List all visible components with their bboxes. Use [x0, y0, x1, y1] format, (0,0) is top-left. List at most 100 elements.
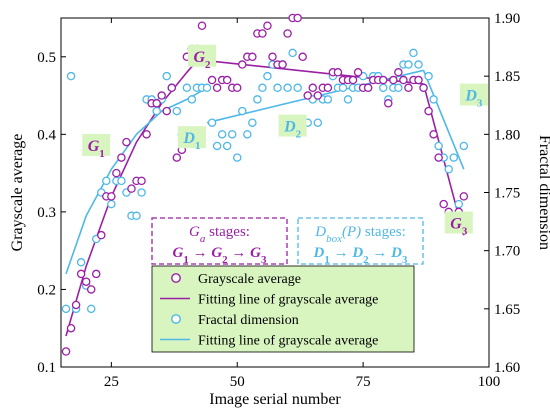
- y-right-tick-label: 1.70: [494, 244, 520, 260]
- grayscale-point: [439, 199, 448, 209]
- y-left-tick-label: 0.2: [37, 282, 56, 298]
- fractal-point: [343, 95, 353, 104]
- x-tick-label: 75: [356, 374, 371, 390]
- fractal-point: [394, 83, 403, 93]
- grayscale-point: [414, 75, 423, 85]
- legend-entry-label: Fitting line of grayscale average: [198, 334, 378, 349]
- fractal-point: [212, 141, 222, 151]
- stage-label-bg: [278, 114, 307, 137]
- fractal-point: [76, 258, 86, 267]
- fractal-point: [86, 304, 96, 314]
- y-left-tick-label: 0.1: [37, 360, 56, 376]
- fractal-point: [207, 118, 217, 127]
- annotation-box: [151, 217, 288, 265]
- grayscale-point: [389, 75, 398, 85]
- x-tick-label: 50: [230, 374, 245, 390]
- stage-label-g1: G1: [88, 138, 105, 160]
- grayscale-point: [268, 52, 277, 62]
- grayscale-point: [112, 168, 121, 178]
- fractal-point: [449, 153, 459, 162]
- fractal-point: [273, 83, 282, 93]
- grayscale-point: [283, 29, 292, 38]
- grayscale-point: [122, 137, 131, 147]
- grayscale-point: [91, 269, 101, 279]
- fractal-point: [132, 211, 141, 221]
- fractal-point: [258, 83, 267, 93]
- fractal-point: [444, 164, 453, 174]
- annotation-line2: D1 → D2 → D3: [312, 245, 408, 266]
- grayscale-fit-line: [65, 48, 208, 337]
- grayscale-point: [293, 13, 302, 23]
- grayscale-point: [81, 277, 91, 286]
- fractal-point: [137, 188, 146, 197]
- fractal-point: [102, 176, 111, 186]
- y-left-tick-label: 0.3: [37, 205, 56, 221]
- fractal-point: [253, 95, 262, 104]
- fractal-point: [409, 48, 418, 58]
- grayscale-point: [152, 99, 161, 108]
- grayscale-point: [404, 83, 413, 93]
- grayscale-point: [97, 230, 106, 240]
- fractal-point: [222, 141, 232, 151]
- x-tick-label: 100: [478, 374, 501, 390]
- grayscale-point: [86, 285, 96, 294]
- fractal-point: [459, 141, 469, 151]
- y-axis-left-label: Grayscale average: [9, 134, 26, 252]
- grayscale-point: [278, 60, 287, 69]
- fractal-point: [217, 130, 227, 139]
- stage-label-g3: G3: [450, 216, 468, 238]
- fractal-fit-line: [422, 69, 465, 170]
- grayscale-point: [459, 192, 469, 201]
- fractal-point: [61, 304, 71, 314]
- grayscale-point: [71, 300, 81, 310]
- fractal-fit-line: [65, 87, 208, 275]
- y-right-tick-label: 1.65: [494, 302, 520, 318]
- legend-entry-label: Grayscale average: [198, 272, 301, 287]
- fractal-point: [117, 176, 126, 186]
- grayscale-point: [76, 269, 86, 279]
- grayscale-point: [157, 91, 166, 100]
- grayscale-point: [207, 75, 217, 85]
- grayscale-point: [61, 347, 71, 356]
- fractal-point: [379, 83, 388, 93]
- y-left-tick-label: 0.5: [37, 50, 56, 66]
- stage-label-bg: [459, 83, 488, 106]
- grayscale-point: [142, 130, 151, 139]
- fractal-point: [338, 83, 348, 93]
- annotation-line1: Ga stages:: [189, 224, 250, 245]
- grayscale-point: [399, 75, 408, 85]
- grayscale-point: [333, 68, 343, 77]
- stage-label-g2: G2: [193, 49, 211, 71]
- fractal-point: [323, 95, 333, 104]
- fractal-point: [293, 83, 302, 93]
- grayscale-point: [394, 68, 403, 77]
- grayscale-point: [107, 192, 116, 201]
- grayscale-point: [303, 91, 312, 100]
- grayscale-point: [424, 106, 433, 116]
- stage-label-d3: D3: [464, 88, 483, 110]
- grayscale-point: [137, 176, 146, 186]
- grayscale-point: [434, 153, 443, 162]
- legend-entry-label: Fitting line of grayscale average: [198, 293, 378, 308]
- x-axis-label: Image serial number: [209, 391, 341, 408]
- y-axis-right-label: Fractal dimension: [536, 135, 550, 250]
- legend-box: [151, 265, 415, 353]
- stage-label-bg: [177, 126, 206, 149]
- grayscale-point: [384, 99, 393, 108]
- fractal-point: [107, 199, 116, 209]
- fractal-point: [288, 48, 297, 58]
- fractal-point: [66, 71, 76, 81]
- grayscale-point: [419, 83, 428, 93]
- fractal-point: [152, 106, 161, 116]
- fractal-point: [238, 106, 247, 116]
- fractal-point: [263, 71, 272, 81]
- grayscale-point: [298, 52, 307, 62]
- grayscale-point: [429, 130, 438, 139]
- stage-label-bg: [82, 133, 111, 156]
- grayscale-point: [212, 83, 222, 93]
- grayscale-point: [172, 153, 182, 162]
- fractal-point: [434, 141, 443, 151]
- stage-label-bg: [444, 211, 473, 234]
- grayscale-point: [363, 83, 373, 93]
